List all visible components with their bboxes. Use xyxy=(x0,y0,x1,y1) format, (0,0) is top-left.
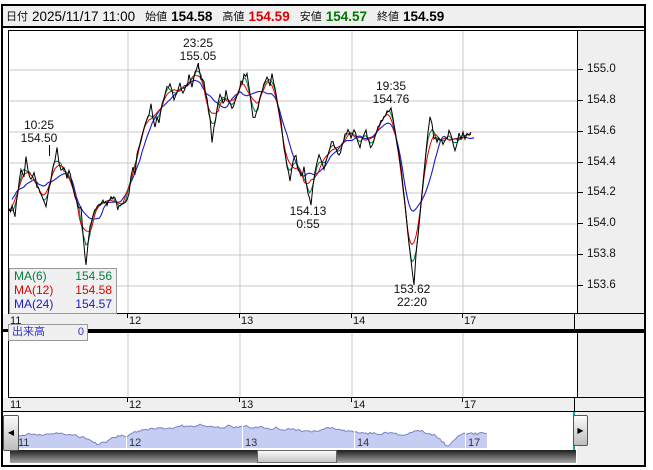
annotation-055: 154.13 0:55 xyxy=(289,204,327,231)
arrow-left-icon: ◀ xyxy=(7,428,15,437)
volume-value: 0 xyxy=(77,326,84,338)
chart-window: 日付 2025/11/17 11:00 始値 154.58 高値 154.59 … xyxy=(1,4,646,467)
chart-navigator: 11 12 13 14 17 ◀ ▶ xyxy=(3,412,644,465)
open-label: 始値 xyxy=(145,11,168,23)
ma24-legend-row: MA(24) 154.57 xyxy=(14,297,112,311)
scrollbar-track[interactable] xyxy=(10,450,576,463)
nav-tick-label: 12 xyxy=(129,437,142,449)
x-tick-label: 17 xyxy=(464,315,477,327)
arrow-right-icon: ▶ xyxy=(577,425,584,435)
y-tick-label: 154.6 xyxy=(587,125,616,137)
close-label: 終値 xyxy=(377,11,399,23)
volume-legend: 出来高 0 xyxy=(8,324,88,341)
ohlc-info-bar: 日付 2025/11/17 11:00 始値 154.58 高値 154.59 … xyxy=(3,6,644,28)
nav-tick-label: 13 xyxy=(245,437,258,449)
annotation-2325-tick xyxy=(198,63,199,69)
x-tick-label: 11 xyxy=(10,399,22,411)
nav-tick-label: 14 xyxy=(357,437,370,449)
price-chart-area[interactable]: 10:25 154.50 23:25 155.05 154.13 0:55 19:35… xyxy=(8,30,579,314)
nav-tick-label: 17 xyxy=(468,437,481,449)
price-x-axis: 11 12 13 14 17 xyxy=(3,314,644,332)
ma24-line xyxy=(11,79,475,220)
open-value: 154.58 xyxy=(171,8,213,24)
annotation-1935: 19:35 154.76 xyxy=(372,79,410,106)
y-tick-label: 154.2 xyxy=(587,186,616,198)
low-value: 154.57 xyxy=(325,8,367,24)
price-line xyxy=(8,63,472,285)
x-tick-label: 12 xyxy=(129,399,142,411)
volume-chart-canvas[interactable] xyxy=(9,333,578,397)
navigator-area xyxy=(17,424,487,448)
y-tick-label: 153.8 xyxy=(587,248,616,260)
nav-tick-label: 11 xyxy=(18,437,30,449)
scroll-left-button[interactable]: ◀ xyxy=(3,415,19,451)
x-tick-label: 13 xyxy=(241,399,254,411)
price-y-axis: 155.0 154.8 154.6 154.4 154.2 154.0 153.… xyxy=(577,30,645,314)
ma-legend: MA(6) 154.56 MA(12) 154.58 MA(24) 154.57 xyxy=(9,268,117,314)
y-tick-label: 154.4 xyxy=(587,156,616,168)
ma12-legend-row: MA(12) 154.58 xyxy=(14,283,112,297)
x-tick-label: 12 xyxy=(129,315,142,327)
high-value: 154.59 xyxy=(248,8,290,24)
navigator-outline xyxy=(17,423,487,447)
scrollbar-thumb[interactable] xyxy=(257,450,337,463)
low-label: 安値 xyxy=(299,11,322,23)
date-label: 日付 xyxy=(6,11,28,23)
y-tick-label: 154.8 xyxy=(587,94,616,106)
y-tick-label: 155.0 xyxy=(587,63,616,75)
annotation-1025-tick xyxy=(49,145,50,156)
volume-chart-area[interactable] xyxy=(8,332,579,398)
x-tick-label: 17 xyxy=(464,399,477,411)
navigator-right-spacer xyxy=(577,412,644,465)
annotation-2220: 153.62 22:20 xyxy=(393,282,431,309)
date-value: 2025/11/17 11:00 xyxy=(32,8,136,24)
annotation-2325: 23:25 155.05 xyxy=(179,36,217,63)
x-tick-label: 14 xyxy=(353,315,366,327)
ma6-legend-row: MA(6) 154.56 xyxy=(14,269,112,283)
y-tick-label: 154.0 xyxy=(587,217,616,229)
volume-y-axis xyxy=(577,332,645,398)
scroll-right-button[interactable]: ▶ xyxy=(573,415,588,446)
annotation-1025: 10:25 154.50 xyxy=(20,118,58,145)
close-value: 154.59 xyxy=(403,8,445,24)
high-label: 高値 xyxy=(222,11,245,23)
x-tick-label: 11 xyxy=(10,315,22,327)
volume-label: 出来高 xyxy=(12,326,45,338)
x-tick-label: 14 xyxy=(353,399,366,411)
x-tick-label: 13 xyxy=(241,315,254,327)
y-tick-label: 153.6 xyxy=(587,279,616,291)
navigator-minichart[interactable] xyxy=(17,412,487,449)
